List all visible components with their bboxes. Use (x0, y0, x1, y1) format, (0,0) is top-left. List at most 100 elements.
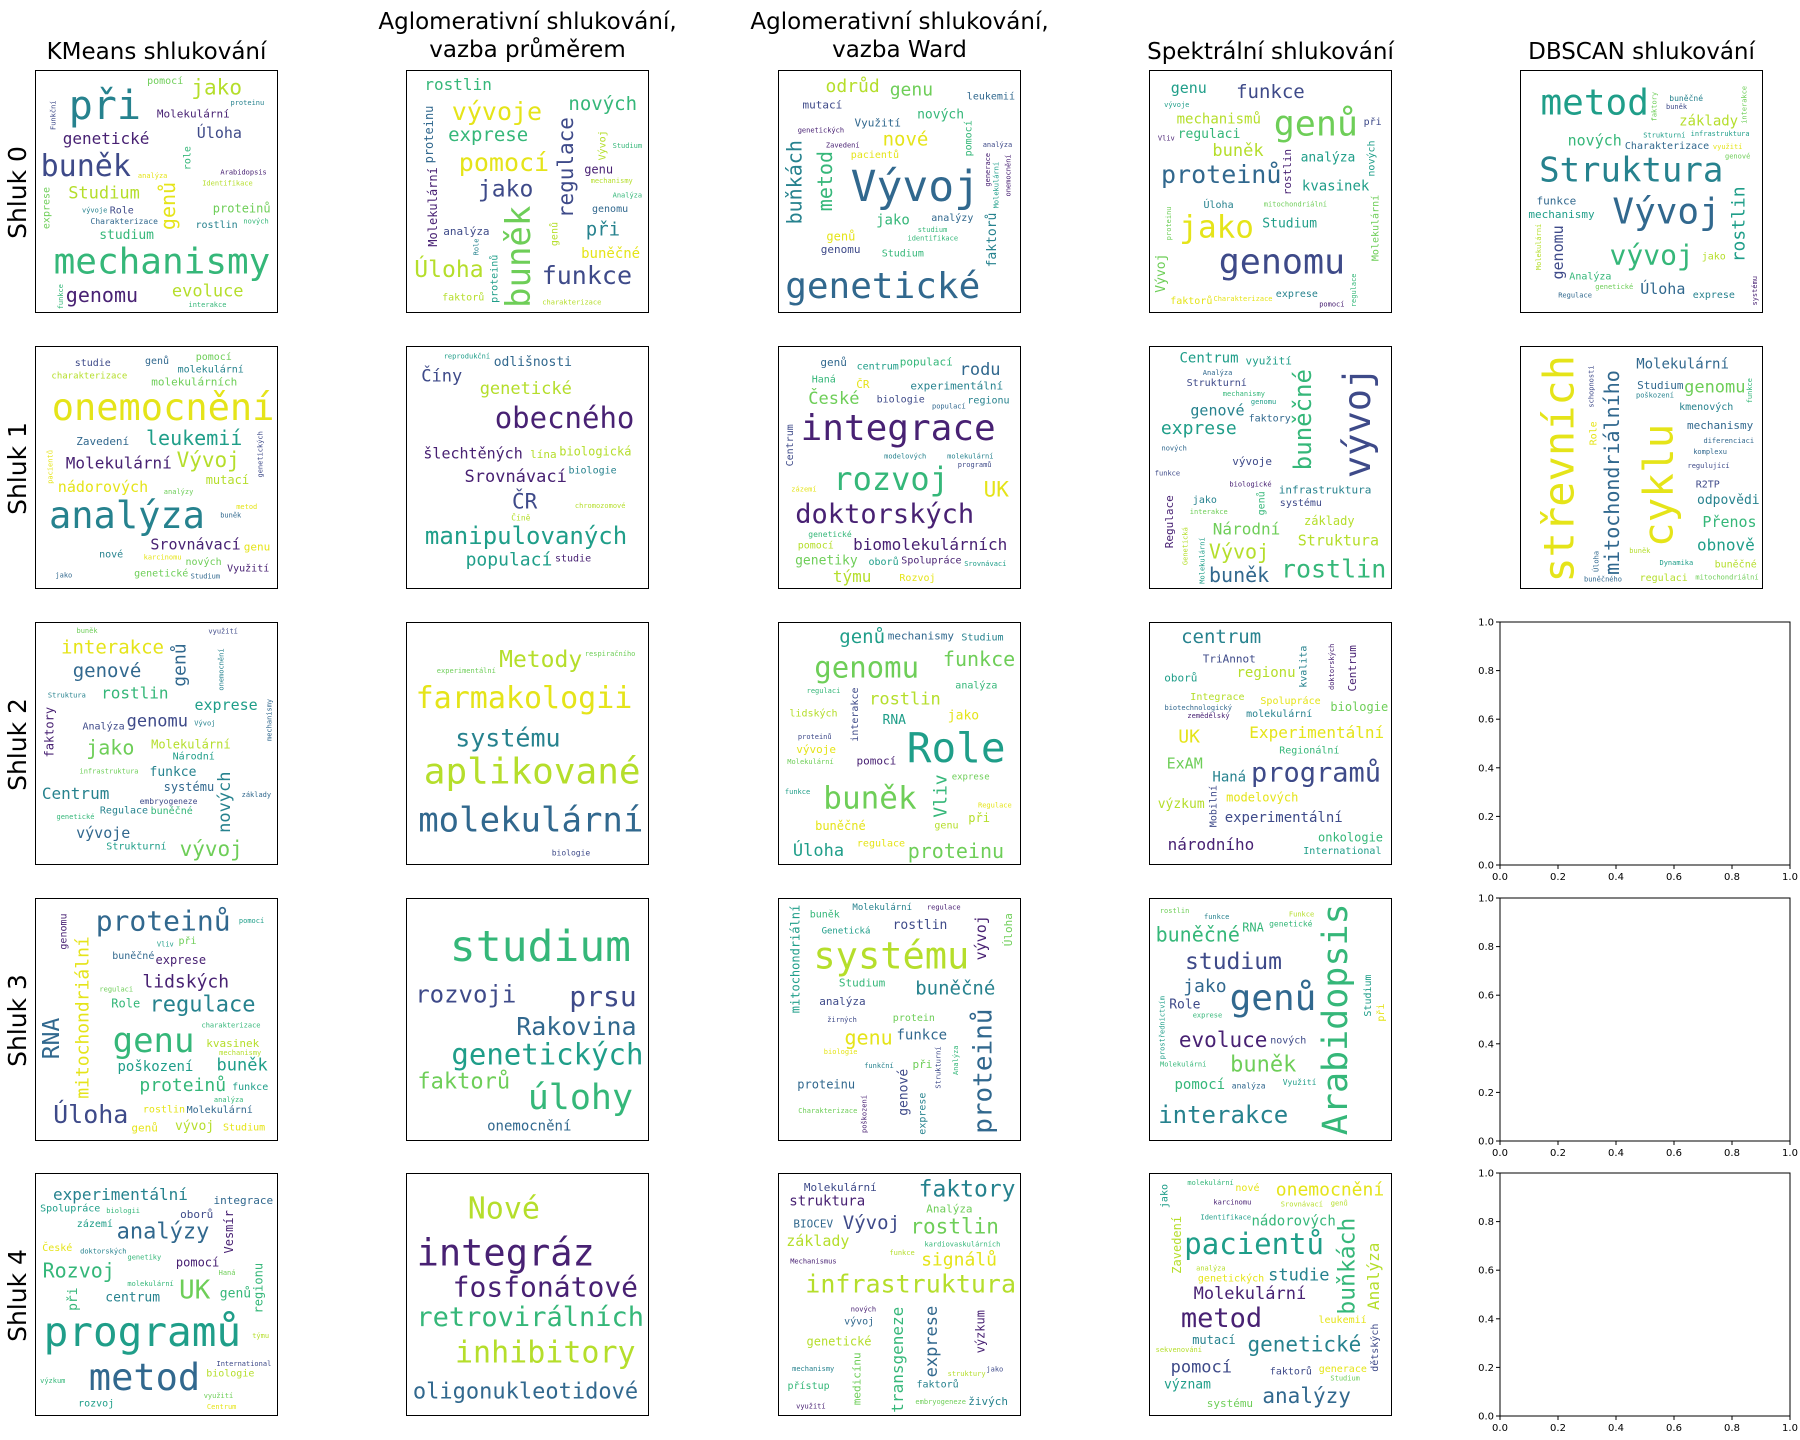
wordcloud-word: molekulární (127, 1279, 174, 1288)
wordcloud-word: buněk (1212, 141, 1264, 161)
wordcloud-word: rozvoji (415, 980, 517, 1009)
wordcloud-word: exprese (1692, 290, 1735, 301)
wordcloud-word: Spolupráce (901, 555, 962, 567)
wordcloud-word: proteinů (95, 904, 231, 938)
wordcloud-word: onemocnění (51, 386, 275, 430)
wordcloud-word: Haná (218, 1269, 236, 1278)
wordcloud-word: biotechnologický (1164, 704, 1232, 713)
wordcloud-word: genové (72, 660, 142, 683)
wordcloud-word: žirných (827, 1016, 857, 1025)
wordcloud-word: genů (145, 356, 170, 367)
wordcloud-word: protein (892, 1013, 935, 1025)
wordcloud-word: schopnosti (1587, 365, 1596, 408)
wordcloud-word: onkologie (1318, 830, 1384, 845)
wordcloud-word: studium (1185, 949, 1282, 976)
wordcloud-word: mechanismy (1528, 207, 1595, 221)
wordcloud-word: analýza (955, 680, 998, 692)
wordcloud-word: Strukturní (1186, 378, 1247, 390)
wordcloud-word: analýzy (163, 488, 194, 496)
wordcloud-word: proteinu (422, 105, 437, 164)
wordcloud-word: proteinů (968, 1008, 999, 1134)
wordcloud-word: mechanismy (1687, 418, 1754, 432)
wordcloud-word: při (585, 218, 621, 241)
wordcloud-word: programů (1251, 757, 1382, 789)
wordcloud-word: populací (465, 549, 553, 571)
wordcloud-word: evoluce (171, 281, 244, 302)
wordcloud-word: jako (1183, 976, 1227, 998)
wordcloud-word: generace (983, 152, 992, 187)
wordcloud-word: Vývoj (597, 130, 609, 161)
wordcloud-panel: vývoje genové genů buněk systému Regulace rost… (1149, 346, 1392, 589)
wordcloud-word: systému (1279, 498, 1322, 510)
wordcloud-word: Studium (68, 183, 140, 204)
wordcloud-word: studium (99, 227, 154, 243)
wordcloud-word: Molekulární (1160, 1060, 1207, 1069)
wordcloud-word: genomu (820, 243, 861, 256)
wordcloud-word: biologie (206, 1368, 255, 1380)
wordcloud-word: Národní (172, 751, 215, 763)
wordcloud-word: integrace (213, 1194, 274, 1208)
wordcloud-word: Studium (612, 141, 643, 150)
wordcloud-word: mechanismy (792, 1364, 835, 1373)
wordcloud-word: při (178, 935, 197, 947)
wordcloud-word: kvasinek (1301, 178, 1370, 195)
wordcloud-word: genomu (592, 203, 629, 215)
wordcloud-word: při (1376, 1003, 1388, 1022)
wordcloud-word: faktory (918, 1176, 1016, 1203)
wordcloud-word: zemědělský (1187, 712, 1230, 721)
wordcloud-word: Centrum (41, 783, 110, 803)
wordcloud-word: pomocí (238, 916, 265, 925)
wordcloud-word: genové (1725, 152, 1751, 161)
wordcloud-word: Funkce (1288, 910, 1315, 919)
wordcloud-word: proteinů (1161, 159, 1282, 189)
wordcloud-word: buněčné (815, 819, 866, 834)
wordcloud-word: vývoj (971, 915, 990, 961)
wordcloud-word: genomu (58, 913, 70, 950)
wordcloud-word: Analýza (1364, 1242, 1383, 1310)
axes-frame (1499, 897, 1791, 1142)
wordcloud-word: mechanismy (590, 177, 633, 185)
wordcloud-word: buněčné (915, 977, 996, 1000)
wordcloud-panel: vývoj základy Struktura Úloha Vývoj metod nový… (1520, 70, 1763, 313)
wordcloud-word: Úloha (1203, 200, 1234, 211)
wordcloud-word: integrace (800, 408, 996, 449)
wordcloud-word: onemocnění (217, 648, 226, 691)
wordcloud-word: studie (74, 358, 111, 370)
wordcloud-word: funkce (942, 647, 1016, 672)
wordcloud-word: jako (1701, 251, 1726, 263)
wordcloud-word: základy (1679, 113, 1739, 130)
wordcloud-word: buněk (1666, 103, 1688, 111)
wordcloud-word: genu (889, 79, 934, 101)
x-tick-label: 0.4 (1608, 872, 1624, 883)
wordcloud-word: metod (813, 150, 838, 212)
empty-axes: 0.00.0 0.2 0.2 0.4 0.4 0.6 0.6 0.8 0.8 1.0 1.0 (1478, 894, 1798, 1160)
wordcloud-word: role (182, 146, 194, 171)
wordcloud-word: biologie (568, 465, 617, 477)
wordcloud-word: funkce (784, 788, 811, 797)
wordcloud-word: experimentální (1224, 809, 1343, 826)
wordcloud-panel: oligonukleotidové integráz inhibitory Nové r… (406, 1173, 649, 1416)
wordcloud-word: funkce (541, 260, 633, 290)
wordcloud-word: mechanismů (1176, 111, 1261, 128)
wordcloud-word: genetických (797, 126, 845, 135)
wordcloud-word: genetické (806, 1334, 872, 1349)
wordcloud-word: charakterizace (51, 371, 128, 382)
wordcloud-word: exprese (41, 186, 53, 230)
wordcloud-word: genetické (785, 266, 981, 308)
wordcloud-word: Molekulární (852, 903, 913, 913)
wordcloud-word: programů (957, 460, 992, 469)
x-tick-label: 1.0 (1782, 1148, 1798, 1159)
wordcloud-word: pomocí (147, 76, 184, 87)
wordcloud-word: buněk (76, 627, 98, 635)
wordcloud-word: základy (241, 790, 272, 799)
wordcloud-word: při (912, 1058, 933, 1072)
wordcloud-word: jako (876, 212, 910, 229)
wordcloud-word: genů (131, 1121, 158, 1135)
wordcloud-word: genomu (1250, 398, 1277, 407)
wordcloud-word: pomocí (797, 540, 834, 552)
wordcloud-word: lidských (142, 971, 230, 993)
wordcloud-word: genů (826, 229, 856, 244)
wordcloud-word: mutací (205, 472, 250, 487)
wordcloud-word: infrastruktura (1278, 483, 1372, 497)
wordcloud-word: nových (850, 1305, 877, 1314)
